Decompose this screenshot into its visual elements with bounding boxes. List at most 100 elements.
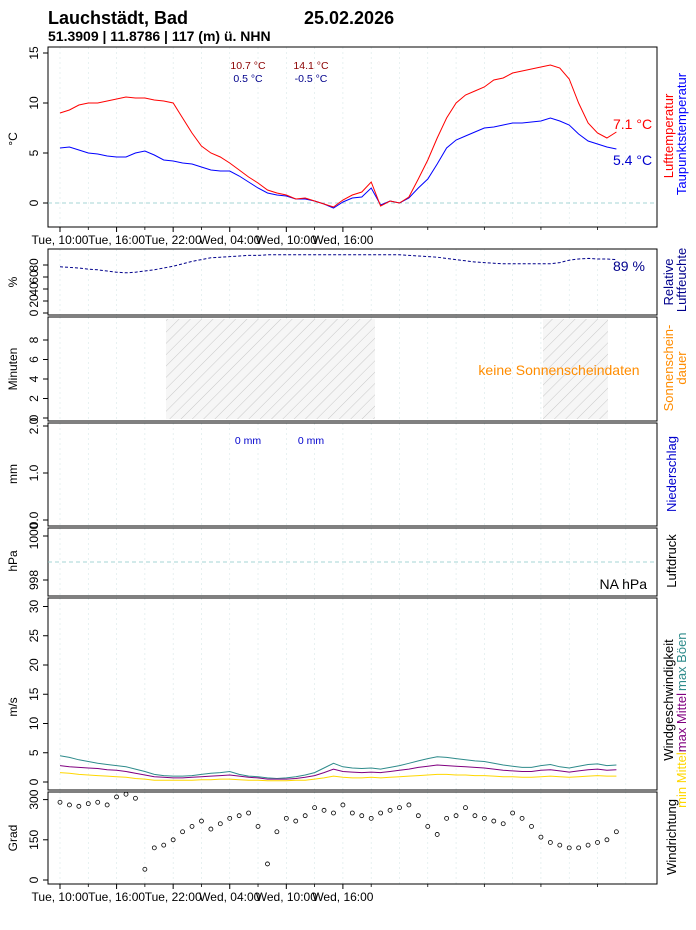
direction-point xyxy=(557,842,563,848)
y-tick-label: 2.0 xyxy=(27,417,41,434)
y-tick-label: 4 xyxy=(27,375,41,382)
day2-precip: 0 mm xyxy=(298,435,325,447)
direction-point xyxy=(302,813,308,819)
direction-point xyxy=(585,842,591,848)
pressure-y-ticks: 998 1000 xyxy=(27,522,48,590)
y-tick-label: 300 xyxy=(27,789,41,809)
direction-point xyxy=(208,826,214,832)
direction-point xyxy=(199,818,204,824)
humidity-line xyxy=(59,254,617,274)
x-tick-label: Wed, 16:00 xyxy=(312,233,373,247)
direction-point xyxy=(425,824,431,829)
side-label-sun-2: dauer xyxy=(674,351,689,385)
station-name: Lauchstädt, Bad xyxy=(48,8,188,28)
temperature-ylabel: °C xyxy=(6,132,20,146)
y-tick-label: 40 xyxy=(27,282,41,296)
panel-frame xyxy=(47,422,658,527)
x-tick-label: Tue, 16:00 xyxy=(88,233,145,247)
y-tick-label: 150 xyxy=(27,829,41,849)
panel-frame xyxy=(47,46,658,228)
direction-point xyxy=(510,810,516,816)
direction-point xyxy=(293,818,299,824)
side-label-wind: Windgeschwindigkeit xyxy=(661,639,676,761)
side-label-rh-1: Relative xyxy=(661,259,676,306)
y-tick-label: 0 xyxy=(27,876,41,883)
y-tick-label: 998 xyxy=(27,570,41,590)
y-tick-label: 0 xyxy=(27,778,41,785)
day1-max-temp: 10.7 °C xyxy=(230,60,266,72)
sunshine-nodata: keine Sonnenscheindaten xyxy=(478,362,639,378)
y-tick-label: 15 xyxy=(27,687,41,701)
direction-point xyxy=(349,810,355,816)
direction-point xyxy=(481,815,487,821)
night-shading-1 xyxy=(166,319,375,419)
direction-point xyxy=(236,813,242,819)
direction-point xyxy=(114,794,119,800)
direction-point xyxy=(359,813,365,819)
side-label-pressure: Luftdruck xyxy=(664,534,679,588)
direction-point xyxy=(595,840,600,845)
direction-ylabel: Grad xyxy=(6,825,20,852)
direction-point xyxy=(491,818,497,824)
current-pressure: NA hPa xyxy=(600,576,648,592)
x-tick-label: Wed, 10:00 xyxy=(256,233,317,247)
side-label-rh-2: Luftfeuchte xyxy=(674,248,689,312)
panel-frames xyxy=(47,46,658,885)
y-tick-label: 0 xyxy=(27,309,41,316)
direction-point xyxy=(161,842,167,848)
y-tick-label: 1.0 xyxy=(27,464,41,481)
direction-point xyxy=(576,845,582,851)
x-tick-label: Tue, 10:00 xyxy=(32,890,89,904)
side-label-direction: Windrichtung xyxy=(664,799,679,875)
direction-point xyxy=(312,805,318,811)
y-tick-label: 0.0 xyxy=(27,511,41,528)
x-tick-label: Tue, 22:00 xyxy=(145,890,202,904)
y-tick-label: 60 xyxy=(27,270,41,284)
side-label-gust: max Böen xyxy=(674,632,689,691)
direction-point xyxy=(604,837,610,843)
direction-point xyxy=(368,815,374,821)
direction-point xyxy=(180,829,185,835)
direction-point xyxy=(566,845,572,851)
direction-point xyxy=(397,805,402,811)
humidity-ylabel: % xyxy=(6,276,20,287)
sunshine-ylabel: Minuten xyxy=(6,348,20,391)
direction-point xyxy=(406,802,412,808)
vertical-gridlines xyxy=(59,47,627,884)
side-label-temp: Lufttemperatur xyxy=(661,93,676,178)
direction-point xyxy=(133,795,138,801)
chart-date: 25.02.2026 xyxy=(304,8,394,28)
direction-point xyxy=(434,832,440,837)
direction-point xyxy=(246,810,252,816)
y-tick-label: 10 xyxy=(27,717,41,731)
direction-point xyxy=(57,799,63,805)
side-label-sun-1: Sonnenschein- xyxy=(661,325,676,412)
direction-panel: 0 150 300 Grad Windrichtung xyxy=(6,789,679,883)
direction-point xyxy=(283,815,289,821)
precip-y-ticks: 0.0 1.0 2.0 xyxy=(27,417,48,528)
x-tick-label: Tue, 16:00 xyxy=(88,890,145,904)
precip-panel: 0.0 1.0 2.0 mm 0 mm 0 mm Niederschlag xyxy=(6,417,679,528)
direction-point xyxy=(519,815,525,821)
direction-point xyxy=(104,802,110,808)
panel-frame xyxy=(47,248,658,316)
x-tick-label: Tue, 10:00 xyxy=(32,233,89,247)
direction-point xyxy=(538,834,544,840)
direction-point xyxy=(500,821,506,827)
pressure-ylabel: hPa xyxy=(6,550,20,572)
day1-precip: 0 mm xyxy=(235,435,262,447)
y-tick-label: 20 xyxy=(27,294,41,308)
direction-point xyxy=(321,807,327,813)
max-mean-line xyxy=(59,764,617,780)
direction-point xyxy=(76,803,82,809)
night-shading-2 xyxy=(543,319,608,419)
direction-point xyxy=(170,837,176,843)
direction-point xyxy=(387,807,393,813)
direction-point xyxy=(151,845,157,851)
direction-point xyxy=(415,813,421,819)
wind-panel: 0 5 10 15 20 25 30 m/s Windgeschwindigkeit max… xyxy=(6,600,689,808)
day1-min-temp: 0.5 °C xyxy=(233,73,263,85)
